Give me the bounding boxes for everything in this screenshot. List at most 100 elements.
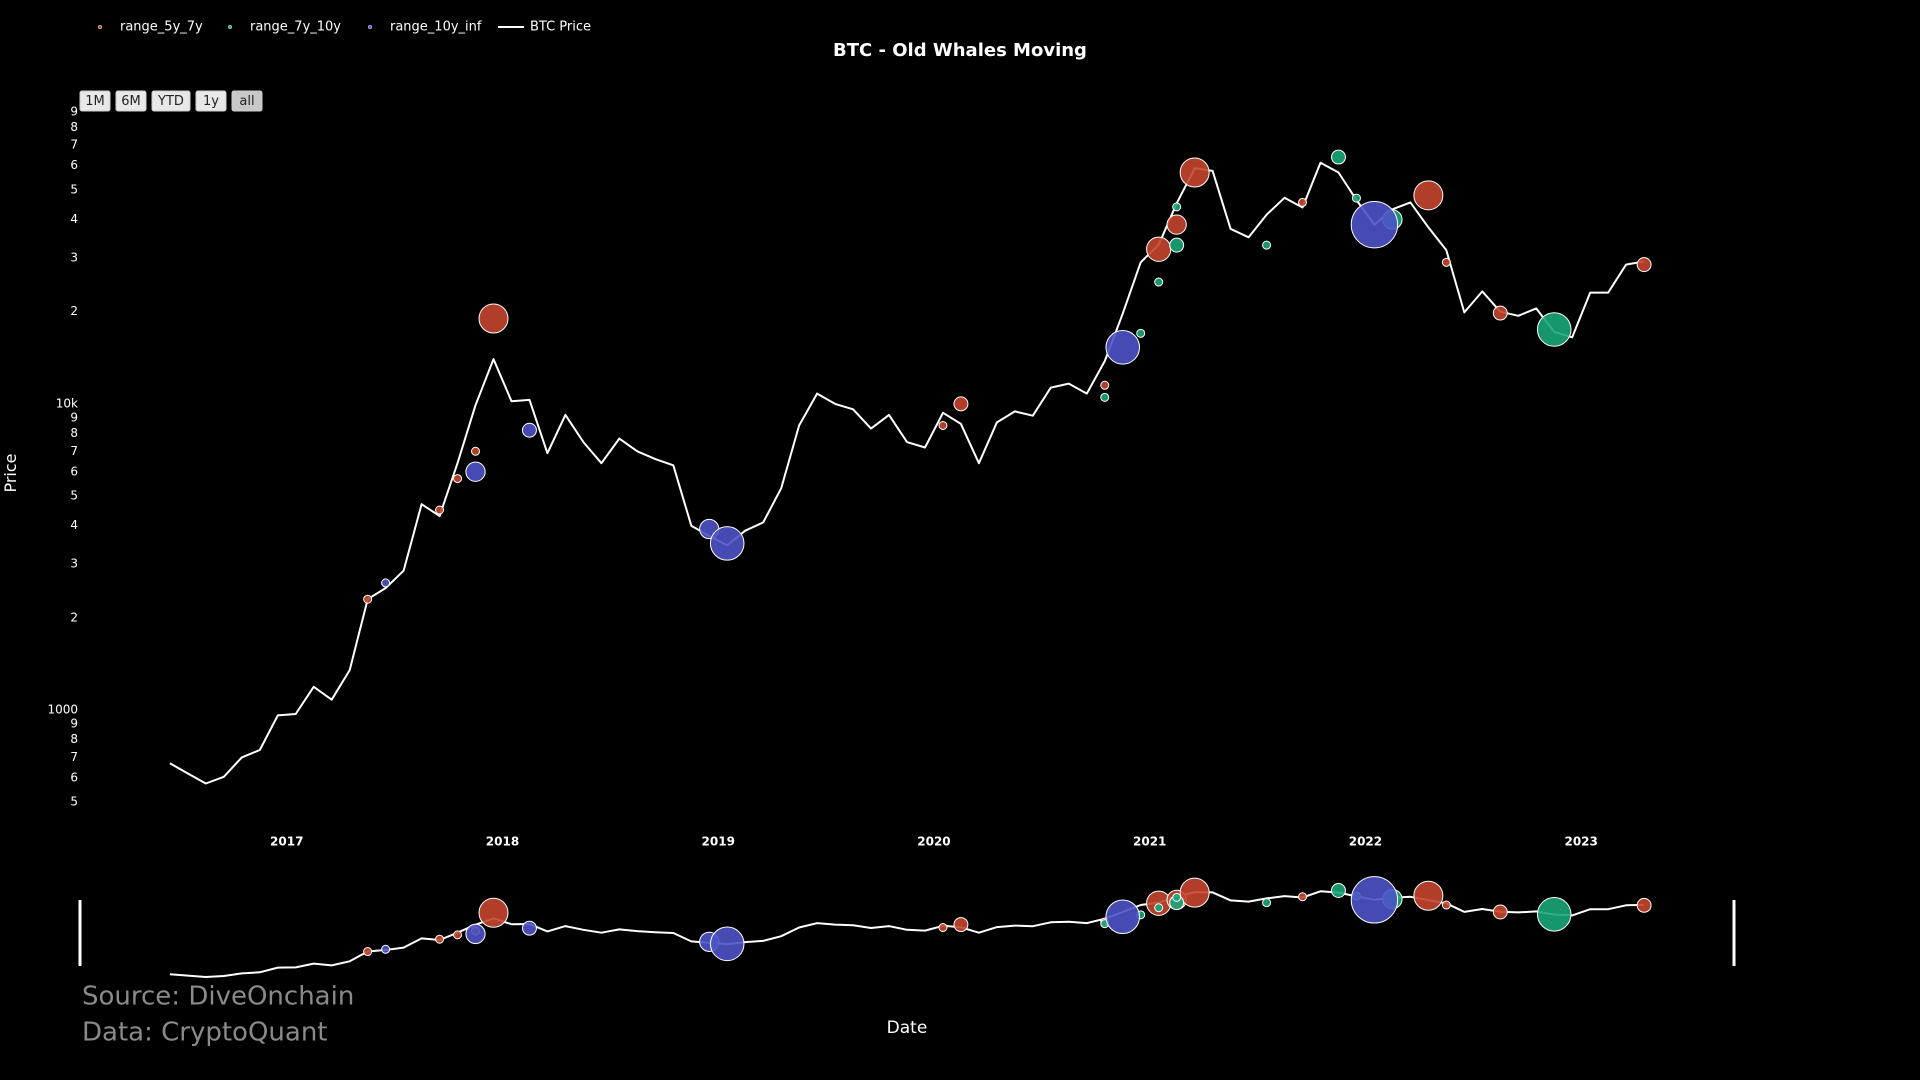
whale-bubble — [435, 505, 445, 515]
slider-bubble — [453, 930, 463, 940]
whale-bubble — [1179, 157, 1210, 188]
slider-bubble — [521, 920, 537, 936]
y-tick-label: 9 — [70, 410, 78, 424]
range-button[interactable]: 1M — [79, 90, 111, 112]
legend-swatch — [97, 24, 103, 30]
x-tick-label: 2023 — [1564, 835, 1597, 849]
whale-bubble — [363, 594, 373, 604]
y-tick-label: 6 — [70, 464, 78, 478]
y-axis-title: Price — [1, 453, 20, 492]
whale-bubble — [1636, 257, 1652, 273]
slider-bubble — [1441, 900, 1451, 910]
range-button-label[interactable]: all — [239, 94, 254, 109]
x-tick-label: 2018 — [486, 835, 519, 849]
slider-bubble — [1536, 897, 1572, 932]
whale-bubble — [1169, 237, 1185, 253]
whale-bubble — [465, 461, 486, 482]
x-tick-label: 2017 — [270, 835, 303, 849]
x-tick-label: 2021 — [1133, 835, 1166, 849]
slider-bubble — [478, 897, 509, 928]
slider-bubble — [1298, 892, 1308, 902]
range-button[interactable]: 1y — [195, 90, 227, 112]
y-tick-label: 5 — [70, 795, 78, 809]
source-annotation: Source: DiveOnchain — [82, 982, 354, 1012]
whale-bubble — [938, 420, 948, 430]
chart-title: BTC - Old Whales Moving — [833, 40, 1087, 61]
slider-bubble — [1492, 904, 1508, 920]
slider-bubble — [381, 944, 391, 954]
legend-label[interactable]: range_7y_10y — [250, 20, 341, 35]
range-button-box[interactable] — [115, 90, 147, 112]
whale-bubble — [953, 396, 969, 412]
slider-bubble — [1413, 880, 1444, 911]
whale-bubble — [453, 474, 463, 484]
y-tick-label: 7 — [70, 138, 78, 152]
slider-bubble — [1331, 883, 1346, 898]
whale-bubble — [1105, 330, 1141, 365]
slider-bubble — [953, 917, 969, 933]
slider-bubble — [363, 947, 373, 957]
range-button-box[interactable] — [231, 90, 263, 112]
y-tick-label: 9 — [70, 104, 78, 118]
y-tick-label: 3 — [70, 250, 78, 264]
y-tick-label: 8 — [70, 120, 78, 134]
legend-label[interactable]: BTC Price — [530, 20, 591, 35]
whale-bubble — [1350, 200, 1399, 249]
y-tick-label: 2 — [70, 304, 78, 318]
y-tick-label: 1000 — [47, 702, 78, 716]
slider-bubble — [465, 923, 486, 945]
range-button-label[interactable]: 6M — [121, 94, 141, 109]
slider-bubble — [1105, 899, 1141, 935]
whale-bubble — [381, 578, 391, 588]
price-line — [169, 161, 1645, 785]
whale-bubble — [471, 446, 481, 456]
slider-bubble — [1262, 898, 1272, 908]
legend-swatch — [227, 24, 233, 30]
whale-bubble — [1441, 257, 1451, 267]
whale-bubble — [1351, 193, 1361, 203]
slider-bubble — [1154, 903, 1164, 913]
source-annotation: Data: CryptoQuant — [82, 1018, 328, 1048]
range-button-box[interactable] — [79, 90, 111, 112]
y-tick-label: 2 — [70, 610, 78, 624]
legend-label[interactable]: range_10y_inf — [390, 20, 482, 35]
y-tick-label: 6 — [70, 158, 78, 172]
y-tick-label: 4 — [70, 518, 78, 532]
whale-bubble — [709, 526, 745, 561]
whale-bubble — [1100, 380, 1110, 390]
y-tick-label: 8 — [70, 426, 78, 440]
whale-bubble — [1262, 240, 1272, 250]
slider-bubble — [1350, 876, 1399, 924]
range-button-box[interactable] — [195, 90, 227, 112]
whale-bubble — [1166, 214, 1187, 235]
slider-bubble — [938, 923, 948, 933]
x-tick-label: 2020 — [917, 835, 950, 849]
whale-bubble — [1536, 312, 1572, 347]
x-tick-label: 2019 — [702, 835, 735, 849]
range-button-label[interactable]: 1y — [203, 94, 219, 109]
slider-bubble — [1179, 877, 1210, 908]
whale-bubble — [1146, 236, 1172, 262]
slider-bubble — [709, 926, 745, 962]
range-button[interactable]: YTD — [151, 90, 191, 112]
whale-bubble — [478, 303, 509, 334]
range-button-label[interactable]: 1M — [85, 94, 105, 109]
y-tick-label: 3 — [70, 556, 78, 570]
range-button-box[interactable] — [151, 90, 191, 112]
slider-bubble — [435, 934, 445, 944]
y-tick-label: 10k — [56, 396, 78, 410]
whale-bubble — [1492, 305, 1508, 321]
whale-bubble — [1154, 277, 1164, 287]
range-button[interactable]: all — [231, 90, 263, 112]
x-axis-title: Date — [887, 1018, 928, 1038]
y-tick-label: 7 — [70, 750, 78, 764]
legend-swatch — [367, 24, 373, 30]
whale-bubble — [1413, 180, 1444, 211]
x-tick-label: 2022 — [1349, 835, 1382, 849]
range-button[interactable]: 6M — [115, 90, 147, 112]
y-tick-label: 9 — [70, 716, 78, 730]
range-button-label[interactable]: YTD — [157, 94, 184, 109]
legend-label[interactable]: range_5y_7y — [120, 20, 203, 35]
